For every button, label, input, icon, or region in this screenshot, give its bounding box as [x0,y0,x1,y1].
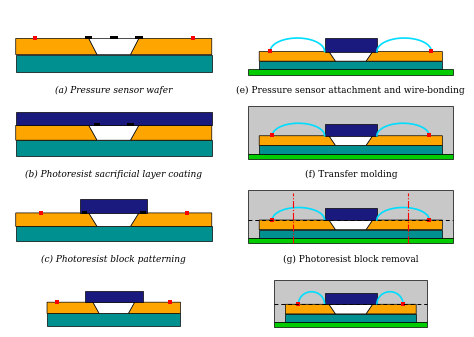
FancyBboxPatch shape [325,38,377,52]
FancyBboxPatch shape [248,69,453,74]
Text: (a) Pressure sensor wafer: (a) Pressure sensor wafer [55,86,173,95]
Text: (f) Transfer molding: (f) Transfer molding [304,170,397,179]
Polygon shape [329,52,373,61]
Bar [85,36,92,39]
Bar [82,211,87,214]
FancyBboxPatch shape [259,61,442,69]
Polygon shape [89,38,139,55]
FancyBboxPatch shape [16,112,212,125]
Polygon shape [366,220,442,229]
Bar [135,36,143,39]
Text: (e) Pressure sensor attachment and wire-bonding: (e) Pressure sensor attachment and wire-… [237,86,465,95]
Polygon shape [93,302,135,313]
Bar [140,211,146,214]
Polygon shape [366,304,416,314]
Polygon shape [130,38,212,55]
Polygon shape [16,213,97,226]
FancyBboxPatch shape [285,314,416,322]
Bar [110,36,118,39]
Text: (g) Photoresist block removal: (g) Photoresist block removal [283,254,419,264]
Polygon shape [89,213,139,226]
FancyBboxPatch shape [274,280,427,322]
Polygon shape [329,136,373,145]
Polygon shape [130,213,212,226]
Polygon shape [130,125,212,140]
FancyBboxPatch shape [259,145,442,154]
Polygon shape [329,220,373,229]
Polygon shape [366,136,442,145]
FancyBboxPatch shape [16,226,212,241]
Polygon shape [366,52,442,61]
FancyBboxPatch shape [248,190,453,238]
Polygon shape [16,125,97,140]
Polygon shape [259,136,336,145]
FancyBboxPatch shape [325,209,377,220]
FancyBboxPatch shape [325,124,377,136]
Bar [94,123,100,126]
FancyBboxPatch shape [248,106,453,154]
FancyBboxPatch shape [47,313,181,326]
Text: (c) Photoresist block patterning: (c) Photoresist block patterning [41,254,186,264]
Polygon shape [259,220,336,229]
FancyBboxPatch shape [84,291,143,302]
Polygon shape [128,302,181,313]
Polygon shape [89,125,139,140]
FancyBboxPatch shape [81,200,147,213]
FancyBboxPatch shape [16,140,212,156]
Polygon shape [329,304,373,314]
Polygon shape [259,52,336,61]
Polygon shape [285,304,336,314]
Text: (b) Photoresist sacrificial layer coating: (b) Photoresist sacrificial layer coatin… [25,170,202,179]
Polygon shape [47,302,99,313]
FancyBboxPatch shape [259,229,442,238]
FancyBboxPatch shape [274,322,427,327]
Polygon shape [16,38,97,55]
FancyBboxPatch shape [16,55,212,72]
FancyBboxPatch shape [248,238,453,243]
FancyBboxPatch shape [248,154,453,159]
FancyBboxPatch shape [325,293,377,304]
Bar [128,123,134,126]
